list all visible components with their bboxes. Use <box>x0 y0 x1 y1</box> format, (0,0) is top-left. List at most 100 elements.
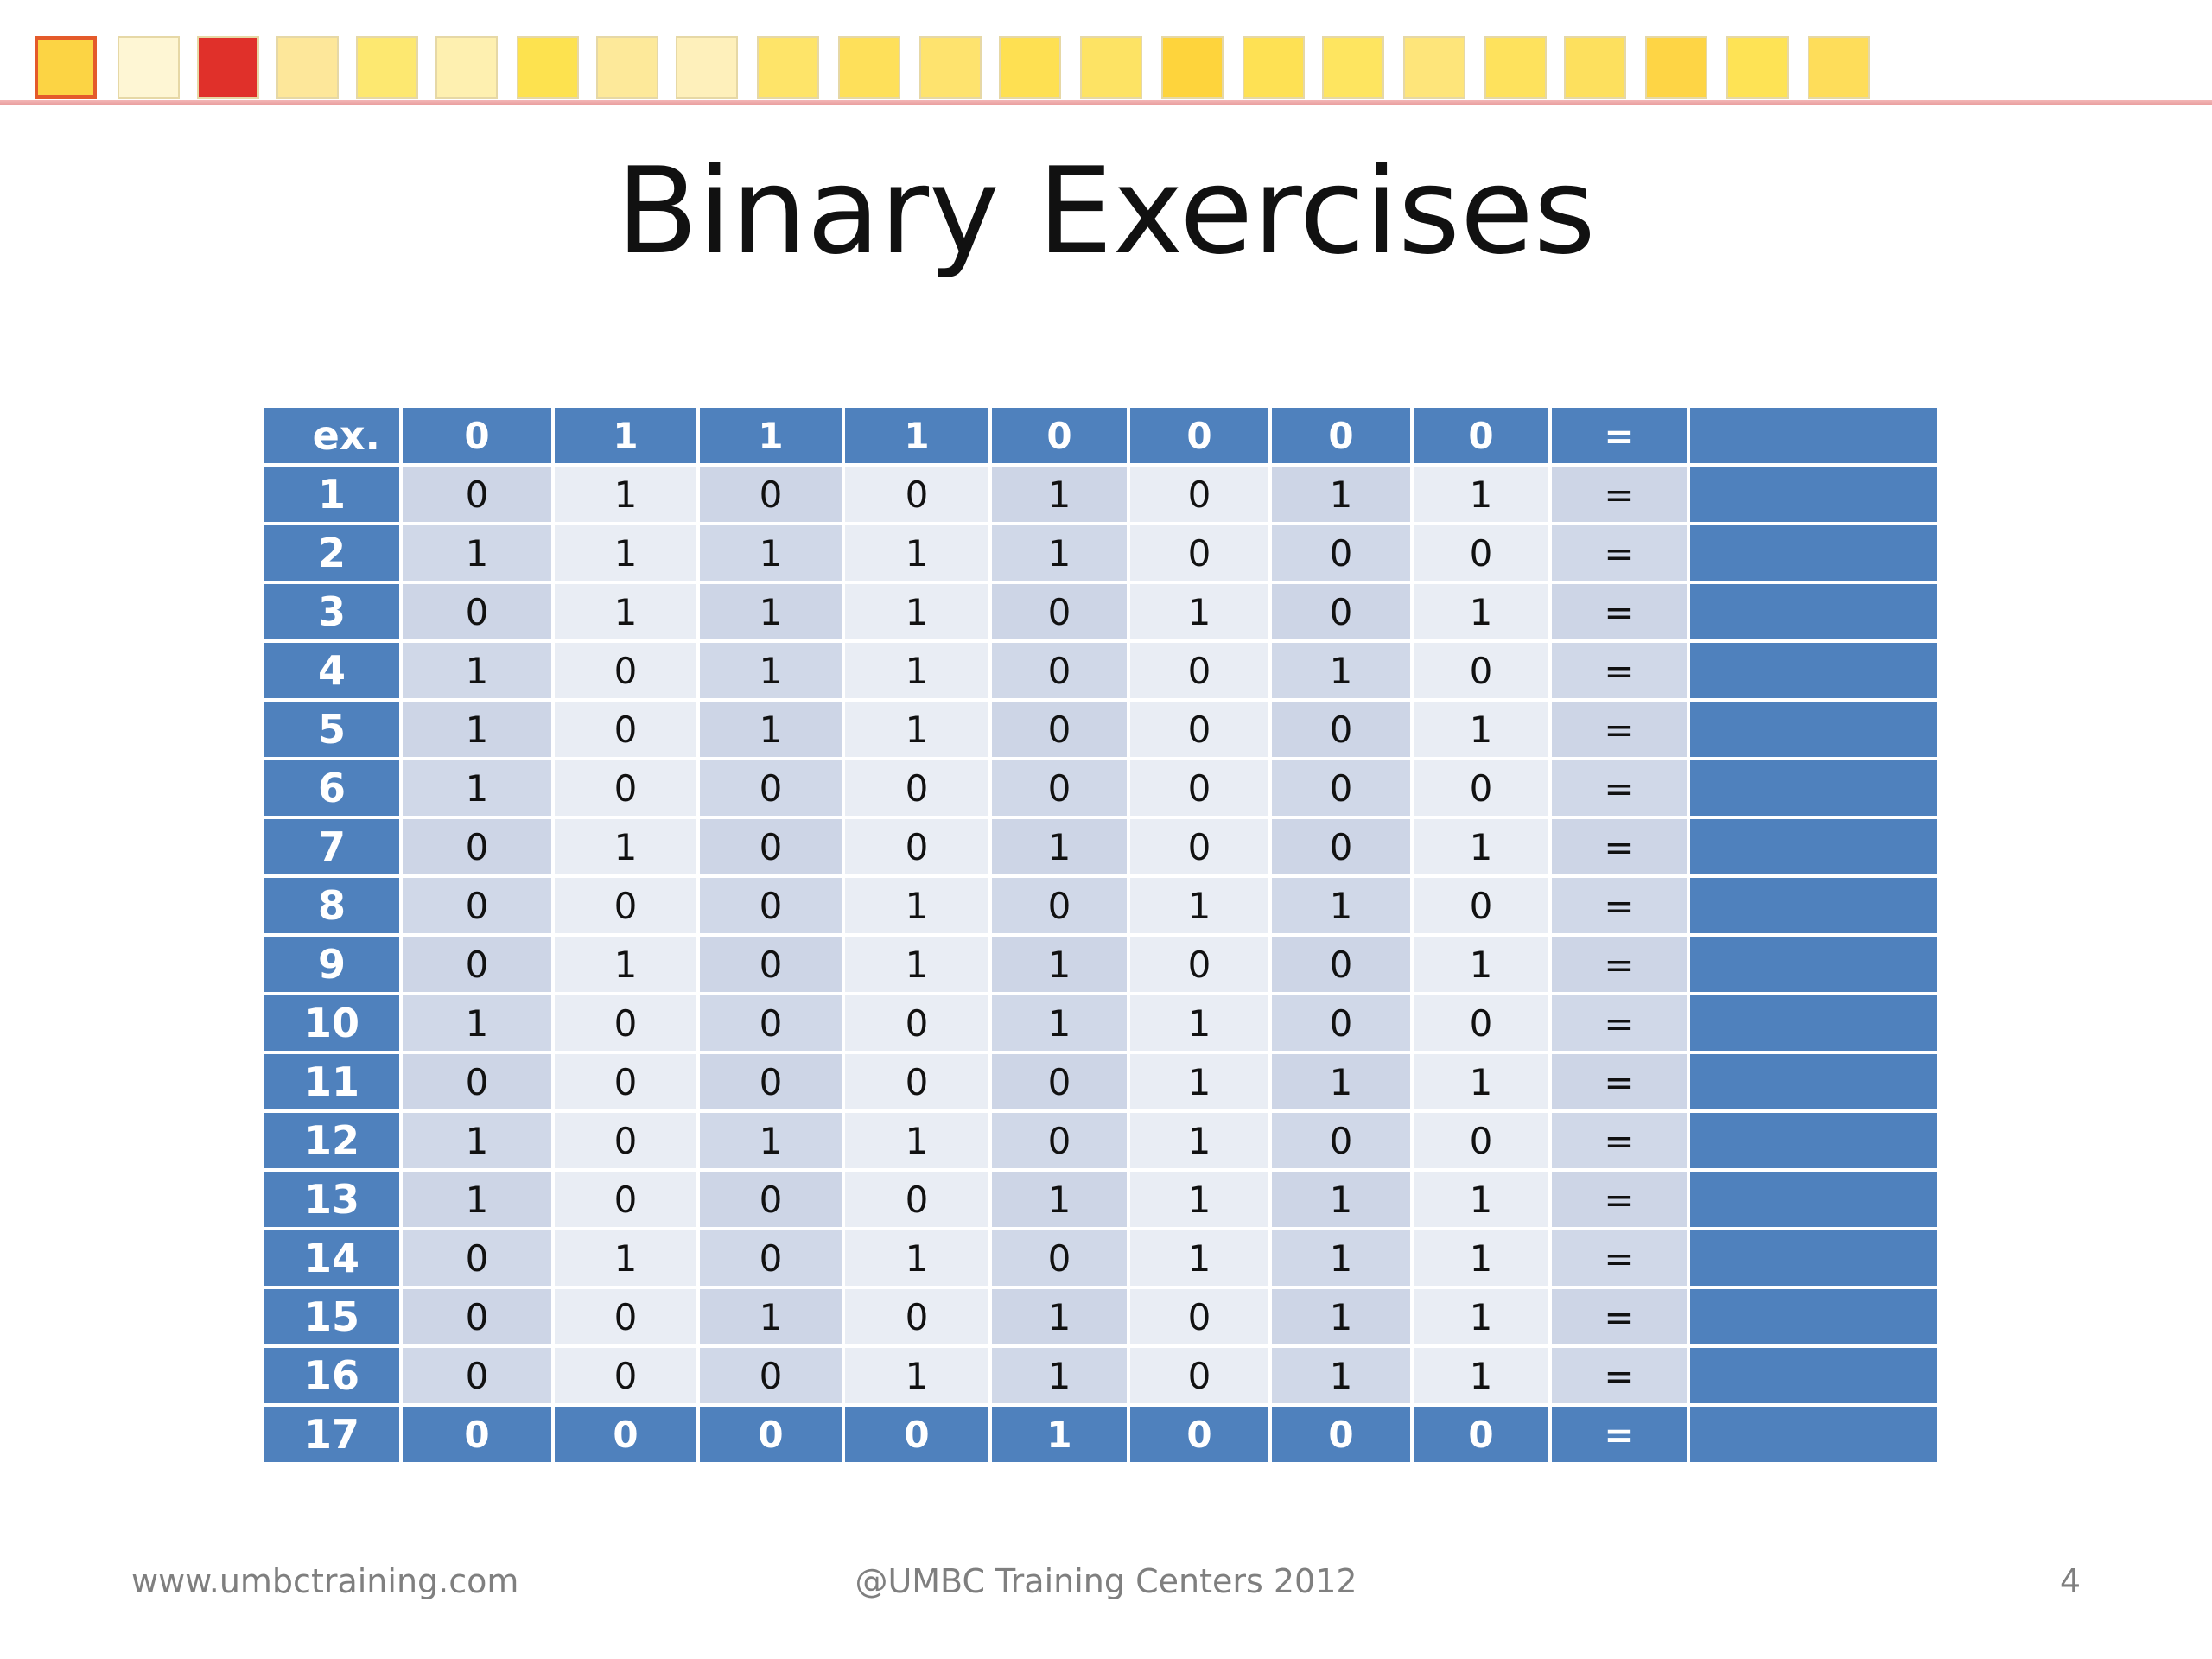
header-square <box>676 36 738 99</box>
answer-cell <box>1690 525 1937 581</box>
row-label: 15 <box>264 1289 399 1344</box>
header-square <box>197 36 259 99</box>
bit-cell: 0 <box>992 1230 1127 1286</box>
bit-cell: 1 <box>700 1289 842 1344</box>
bit-cell: 0 <box>555 1172 696 1227</box>
bit-cell: 0 <box>1130 1407 1268 1462</box>
bit-cell: 1 <box>1414 1054 1548 1109</box>
bit-cell: 0 <box>700 878 842 933</box>
bit-cell: 0 <box>1130 760 1268 816</box>
header-square <box>1564 36 1626 99</box>
bit-cell: 1 <box>845 643 988 698</box>
bit-cell: 0 <box>1272 760 1410 816</box>
bit-cell: 1 <box>403 643 551 698</box>
bit-cell: 1 <box>1130 584 1268 639</box>
bit-cell: 1 <box>845 584 988 639</box>
bit-cell: 0 <box>1272 525 1410 581</box>
bit-cell: 1 <box>1130 1113 1268 1168</box>
header-square <box>757 36 819 99</box>
equals-sign: = <box>1552 819 1687 874</box>
row-label: 16 <box>264 1348 399 1403</box>
answer-cell <box>1690 643 1937 698</box>
answer-cell <box>1690 1407 1937 1462</box>
bit-cell: 0 <box>1272 1113 1410 1168</box>
equals-sign: = <box>1552 937 1687 992</box>
bit-cell: 0 <box>1130 702 1268 757</box>
bit-cell: 0 <box>1272 702 1410 757</box>
bit-cell: 0 <box>1414 643 1548 698</box>
bit-cell: 0 <box>555 643 696 698</box>
bit-cell: 0 <box>1414 1407 1548 1462</box>
bit-cell: 1 <box>700 702 842 757</box>
bit-cell: 1 <box>1272 1230 1410 1286</box>
bit-cell: 0 <box>1130 819 1268 874</box>
answer-cell <box>1690 1054 1937 1109</box>
bit-cell: 0 <box>845 1054 988 1109</box>
table-row: 6 1 0 0 0 0 0 0 0 = <box>264 760 1937 816</box>
table-row: 8 0 0 0 1 0 1 1 0 = <box>264 878 1937 933</box>
row-label: 3 <box>264 584 399 639</box>
bit-cell: 0 <box>700 467 842 522</box>
equals-sign: = <box>1552 760 1687 816</box>
bit-cell: 0 <box>700 1054 842 1109</box>
bit-cell: 1 <box>1130 1054 1268 1109</box>
bit-cell: 0 <box>403 1054 551 1109</box>
header-square <box>919 36 982 99</box>
binary-exercise-table: ex. 0 1 1 1 0 0 0 0 = 1 0 1 0 0 1 0 1 1 = 2 1 1 1 1 1 0 0 0 = 3 0 1 1 1 0 1 0… <box>261 404 1941 1465</box>
bit-cell: 0 <box>700 995 842 1051</box>
bit-cell: 0 <box>403 584 551 639</box>
bit-cell: 1 <box>403 995 551 1051</box>
bit-cell: 1 <box>1414 584 1548 639</box>
answer-cell <box>1690 995 1937 1051</box>
header-square <box>1808 36 1870 99</box>
bit-cell: 0 <box>1414 1113 1548 1168</box>
bit-cell: 1 <box>1272 643 1410 698</box>
equals-sign: = <box>1552 878 1687 933</box>
header-square <box>1484 36 1547 99</box>
header-square <box>1322 36 1384 99</box>
answer-cell <box>1690 819 1937 874</box>
bit-cell: 0 <box>992 878 1127 933</box>
bit-cell: 0 <box>403 467 551 522</box>
bit-cell: 0 <box>1414 760 1548 816</box>
bit-cell: 1 <box>700 408 842 463</box>
row-label: 7 <box>264 819 399 874</box>
header-square <box>596 36 658 99</box>
row-label: 9 <box>264 937 399 992</box>
bit-cell: 1 <box>1272 878 1410 933</box>
bit-cell: 0 <box>1130 937 1268 992</box>
answer-cell <box>1690 408 1937 463</box>
row-label: 11 <box>264 1054 399 1109</box>
bit-cell: 1 <box>992 1348 1127 1403</box>
bit-cell: 1 <box>992 467 1127 522</box>
answer-cell <box>1690 1289 1937 1344</box>
bit-cell: 1 <box>845 878 988 933</box>
bit-cell: 1 <box>555 819 696 874</box>
bit-cell: 0 <box>1414 995 1548 1051</box>
table-header-row: ex. 0 1 1 1 0 0 0 0 = <box>264 408 1937 463</box>
equals-sign: = <box>1552 1289 1687 1344</box>
equals-sign: = <box>1552 1172 1687 1227</box>
header-square <box>1243 36 1305 99</box>
answer-cell <box>1690 1230 1937 1286</box>
header-square <box>1645 36 1707 99</box>
bit-cell: 0 <box>403 1230 551 1286</box>
header-square <box>1403 36 1465 99</box>
bit-cell: 1 <box>845 1113 988 1168</box>
equals-sign: = <box>1552 643 1687 698</box>
table-row: 1 0 1 0 0 1 0 1 1 = <box>264 467 1937 522</box>
bit-cell: 0 <box>1272 937 1410 992</box>
bit-cell: 0 <box>700 1230 842 1286</box>
bit-cell: 0 <box>845 467 988 522</box>
bit-cell: 0 <box>403 819 551 874</box>
table-row: 13 1 0 0 0 1 1 1 1 = <box>264 1172 1937 1227</box>
equals-sign: = <box>1552 1348 1687 1403</box>
bit-cell: 1 <box>845 937 988 992</box>
bit-cell: 1 <box>1130 1172 1268 1227</box>
table-row: 5 1 0 1 1 0 0 0 1 = <box>264 702 1937 757</box>
bit-cell: 0 <box>555 702 696 757</box>
row-label: 13 <box>264 1172 399 1227</box>
row-label: 12 <box>264 1113 399 1168</box>
bit-cell: 0 <box>1272 584 1410 639</box>
bit-cell: 1 <box>992 937 1127 992</box>
